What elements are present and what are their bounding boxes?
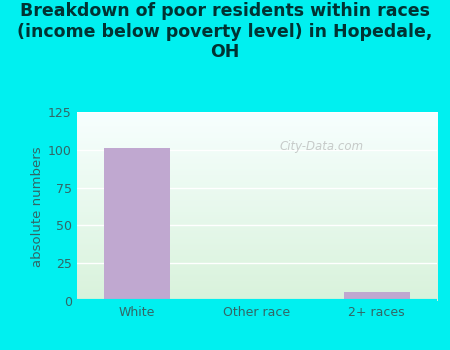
- Y-axis label: absolute numbers: absolute numbers: [31, 146, 44, 267]
- Bar: [343, 292, 410, 301]
- Text: City-Data.com: City-Data.com: [279, 140, 363, 153]
- Text: Breakdown of poor residents within races
(income below poverty level) in Hopedal: Breakdown of poor residents within races…: [17, 2, 433, 61]
- Bar: [104, 148, 170, 301]
